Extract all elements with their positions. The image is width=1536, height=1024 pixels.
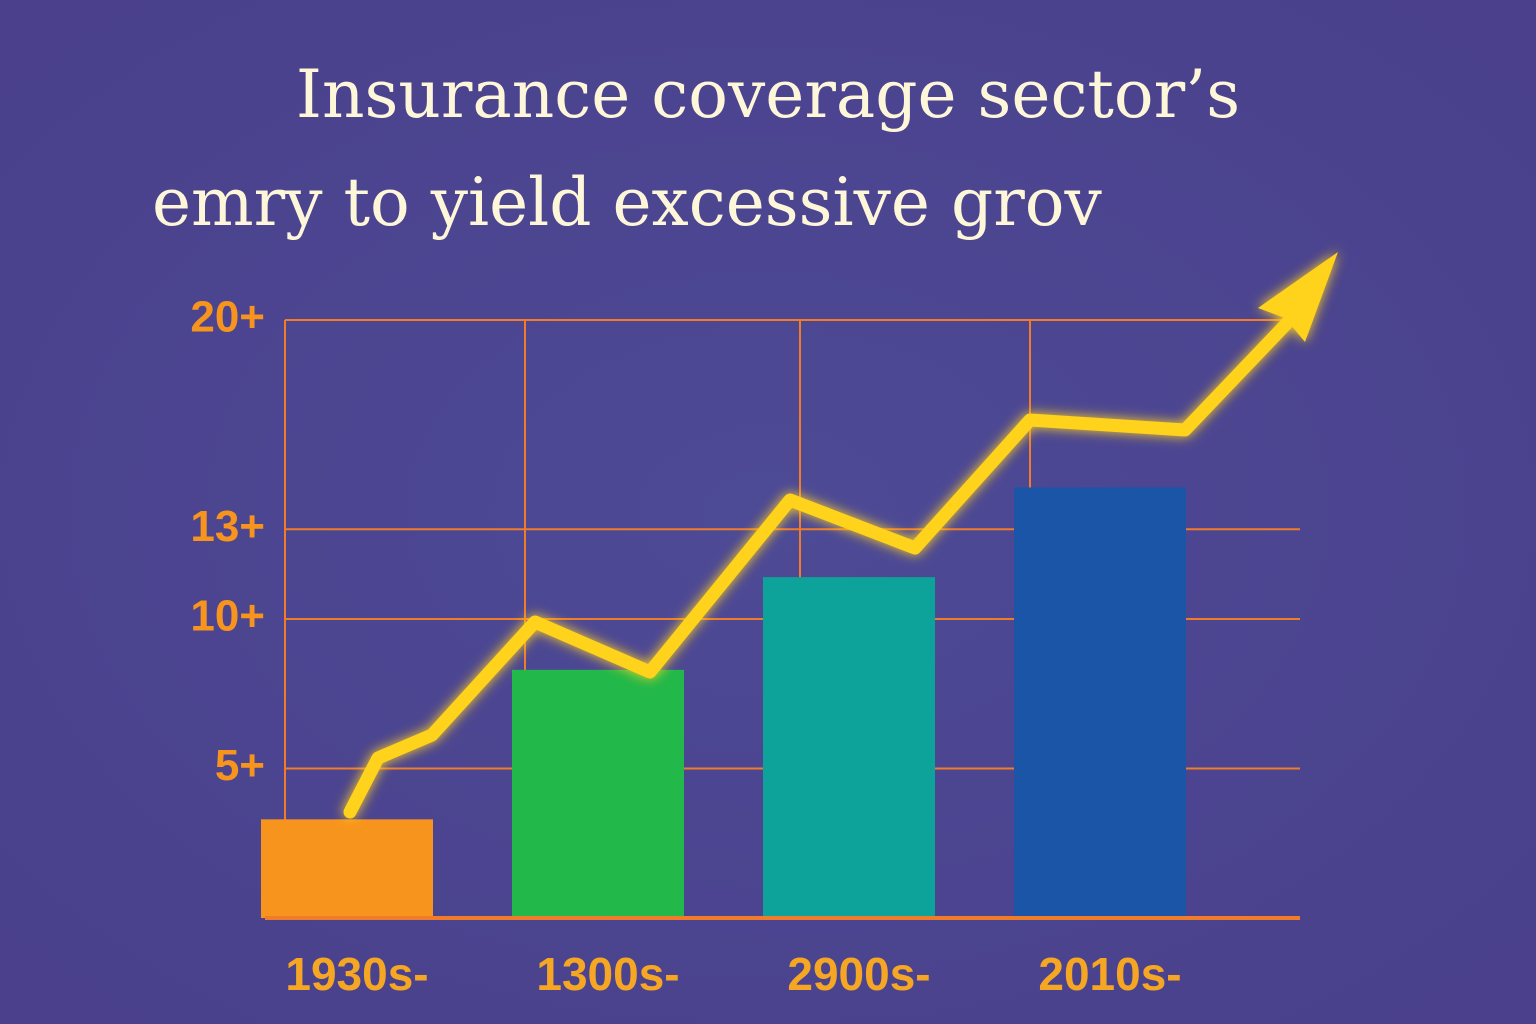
trend-line: [343, 313, 1297, 819]
bar: [512, 669, 684, 918]
bar: [261, 819, 433, 918]
y-tick-label: 5+: [215, 741, 265, 790]
bar: [763, 577, 935, 918]
x-tick-label: 1300s-: [536, 948, 679, 1000]
x-tick-label: 2010s-: [1038, 948, 1181, 1000]
arrow-head: [1258, 252, 1338, 342]
x-tick-label: 1930s-: [285, 948, 428, 1000]
trend-arrow: [343, 252, 1338, 819]
y-tick-label: 10+: [190, 592, 265, 641]
plot: [261, 319, 1300, 918]
chart-title: Insurance coverage sector’s: [296, 56, 1240, 133]
x-tick-label: 2900s-: [787, 948, 930, 1000]
y-tick-label: 20+: [190, 293, 265, 342]
y-tick-label: 13+: [190, 502, 265, 551]
bar: [1014, 487, 1186, 918]
chart-title: emry to yield excessive grov: [152, 164, 1102, 241]
